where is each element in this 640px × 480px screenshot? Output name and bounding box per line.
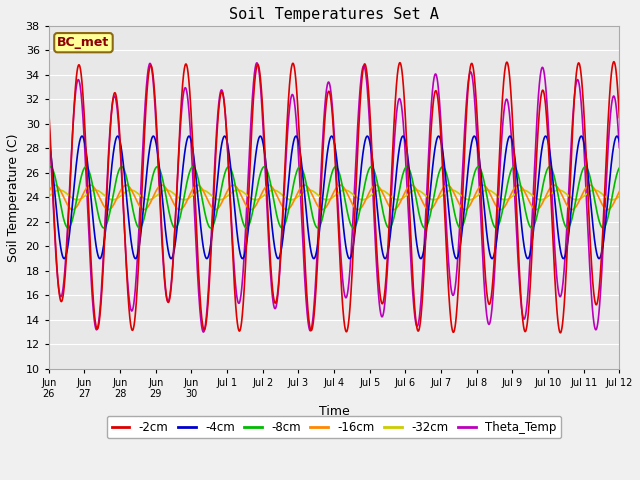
Legend: -2cm, -4cm, -8cm, -16cm, -32cm, Theta_Temp: -2cm, -4cm, -8cm, -16cm, -32cm, Theta_Te… — [107, 416, 561, 438]
Text: BC_met: BC_met — [58, 36, 109, 49]
Title: Soil Temperatures Set A: Soil Temperatures Set A — [229, 7, 439, 22]
Y-axis label: Soil Temperature (C): Soil Temperature (C) — [7, 133, 20, 262]
X-axis label: Time: Time — [319, 405, 349, 418]
